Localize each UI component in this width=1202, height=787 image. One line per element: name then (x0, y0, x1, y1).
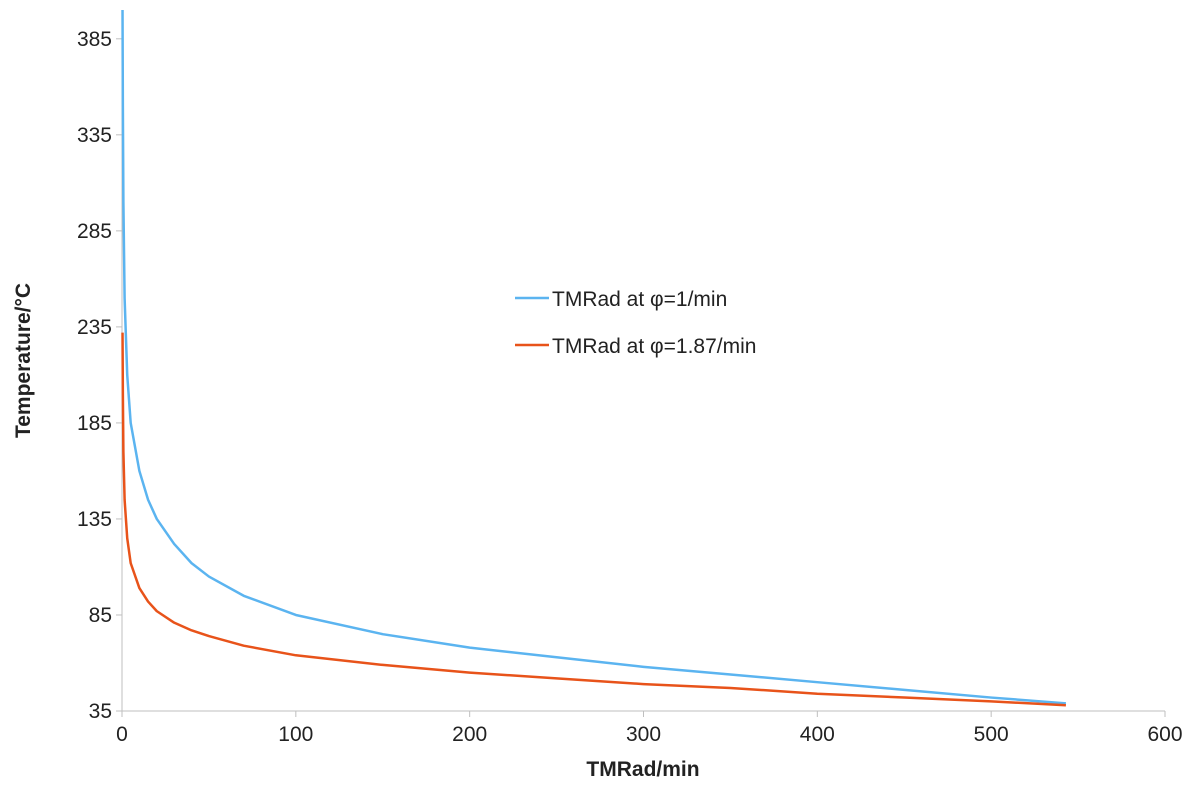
y-tick-label: 135 (77, 508, 112, 531)
legend-label-1: TMRad at φ=1/min (552, 288, 727, 311)
x-tick-label: 0 (116, 723, 128, 746)
y-axis-title: Temperature/°C (12, 283, 35, 438)
axes: 0 100 200 300 400 500 600 35851351852352853353… (77, 10, 1183, 746)
y-tick-label: 85 (89, 604, 112, 627)
series-line-1 (121, 9, 1067, 705)
x-axis-ticks: 0 100 200 300 400 500 600 (116, 711, 1183, 746)
legend: TMRad at φ=1/min TMRad at φ=1.87/min (515, 288, 756, 358)
x-tick-label: 600 (1147, 723, 1182, 746)
x-tick-label: 100 (278, 723, 313, 746)
x-tick-label: 500 (974, 723, 1009, 746)
series-layer (121, 9, 1067, 707)
x-tick-label: 400 (800, 723, 835, 746)
y-tick-label: 185 (77, 412, 112, 435)
y-tick-label: 335 (77, 124, 112, 147)
y-tick-label: 285 (77, 220, 112, 243)
x-axis-title: TMRad/min (586, 758, 699, 781)
x-tick-label: 200 (452, 723, 487, 746)
y-axis-ticks: 35 85 135 185 235 285 335 385 (77, 28, 122, 723)
y-tick-label: 235 (77, 316, 112, 339)
legend-label-2: TMRad at φ=1.87/min (552, 335, 756, 358)
x-tick-label: 300 (626, 723, 661, 746)
y-tick-label: 35 (89, 700, 112, 723)
series-line-2 (121, 332, 1066, 707)
y-tick-label: 385 (77, 28, 112, 51)
